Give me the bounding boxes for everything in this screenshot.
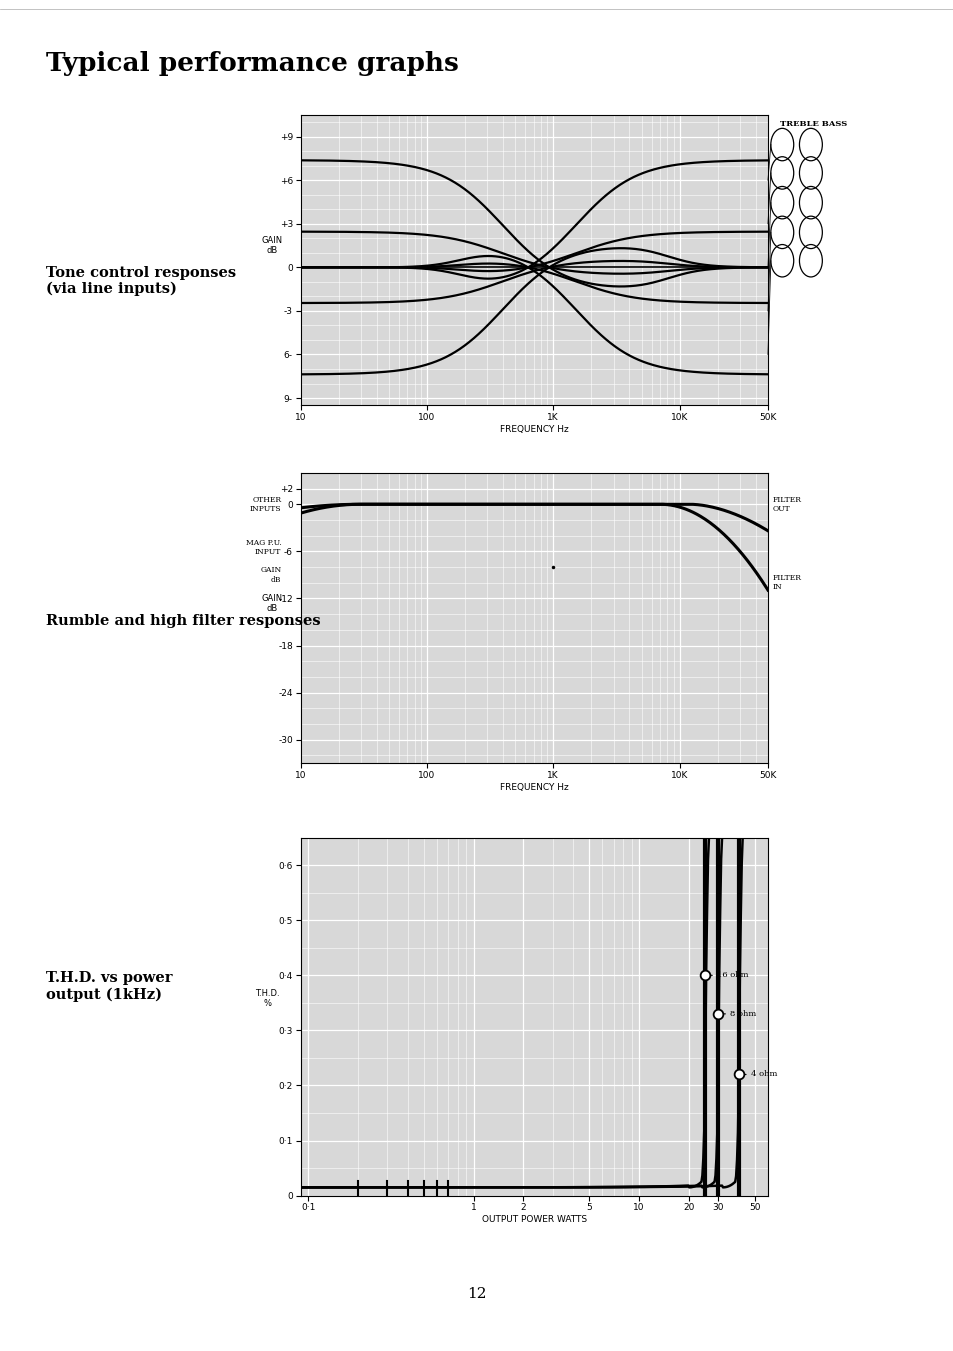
Y-axis label: GAIN
dB: GAIN dB: [262, 594, 283, 613]
Text: T.H.D. vs power
output (1kHz): T.H.D. vs power output (1kHz): [46, 971, 172, 1001]
Text: TREBLE BASS: TREBLE BASS: [780, 120, 846, 128]
Text: 4 ohm: 4 ohm: [750, 1070, 777, 1078]
Text: FILTER
IN: FILTER IN: [772, 574, 801, 592]
Text: MAG P.U.
INPUT: MAG P.U. INPUT: [246, 539, 281, 557]
Y-axis label: GAIN
dB: GAIN dB: [262, 236, 283, 255]
X-axis label: FREQUENCY Hz: FREQUENCY Hz: [499, 424, 568, 434]
Text: OTHER
INPUTS: OTHER INPUTS: [250, 496, 281, 513]
X-axis label: FREQUENCY Hz: FREQUENCY Hz: [499, 782, 568, 792]
Text: GAIN
dB: GAIN dB: [260, 566, 281, 584]
Y-axis label: T.H.D.
%: T.H.D. %: [255, 989, 280, 1008]
Text: 12: 12: [467, 1288, 486, 1301]
Text: FILTER
OUT: FILTER OUT: [772, 496, 801, 513]
Text: Typical performance graphs: Typical performance graphs: [46, 51, 458, 77]
Text: 16 ohm: 16 ohm: [716, 971, 748, 979]
Text: Tone control responses
(via line inputs): Tone control responses (via line inputs): [46, 266, 235, 296]
X-axis label: OUTPUT POWER WATTS: OUTPUT POWER WATTS: [481, 1215, 586, 1224]
Text: 8 ohm: 8 ohm: [729, 1011, 756, 1017]
Text: Rumble and high filter responses: Rumble and high filter responses: [46, 615, 320, 628]
